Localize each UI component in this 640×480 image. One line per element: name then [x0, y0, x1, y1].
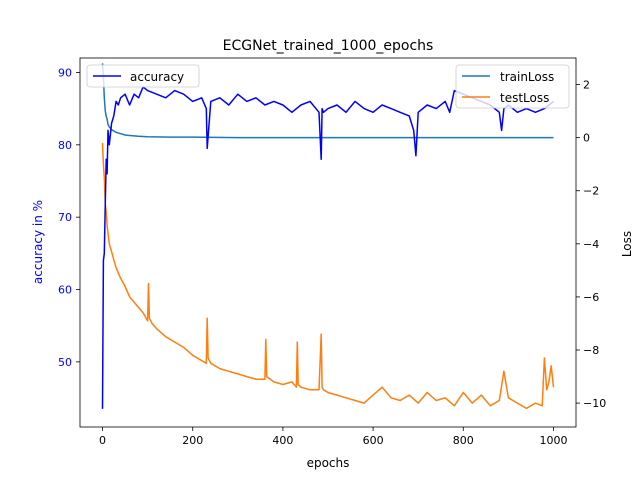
- y-left-tick-label: 80: [58, 139, 72, 152]
- x-axis: 0 200 400 600 800 1000: [99, 427, 567, 447]
- y-right-tick-label: −4: [583, 238, 599, 251]
- y-right-tick-label: −8: [583, 344, 599, 357]
- y-left-tick-label: 60: [58, 284, 72, 297]
- legend-label-testloss: testLoss: [500, 91, 549, 105]
- x-axis-label: epochs: [307, 456, 350, 470]
- legend-left: accuracy: [86, 64, 200, 88]
- chart-title: ECGNet_trained_1000_epochs: [223, 38, 434, 54]
- y-left-tick-label: 90: [58, 66, 72, 79]
- legend-label-accuracy: accuracy: [130, 70, 184, 84]
- legend-label-trainloss: trainLoss: [500, 70, 554, 84]
- y-left-tick-label: 50: [58, 356, 72, 369]
- x-tick-label: 800: [453, 434, 474, 447]
- series-line-trainloss: [101, 63, 554, 139]
- y-right-tick-label: 2: [583, 79, 590, 92]
- legend-left-box: [86, 64, 200, 88]
- y-right-tick-label: −10: [583, 397, 606, 410]
- y-axis-left-label: accuracy in %: [31, 200, 45, 284]
- y-right-tick-label: 0: [583, 132, 590, 145]
- x-tick-label: 0: [99, 434, 106, 447]
- y-right-tick-label: −6: [583, 291, 599, 304]
- plot-frame: [79, 57, 577, 428]
- x-tick-label: 1000: [539, 434, 567, 447]
- series-line-testloss: [101, 142, 555, 410]
- y-axis-right-label: Loss: [620, 231, 634, 257]
- legend-right: trainLoss testLoss: [455, 64, 570, 109]
- y-axis-left: 50 60 70 80 90: [58, 66, 80, 369]
- x-tick-label: 400: [272, 434, 293, 447]
- y-axis-right: −10 −8 −6 −4 −2 0 2: [576, 79, 606, 410]
- x-tick-label: 600: [363, 434, 384, 447]
- x-tick-label: 200: [182, 434, 203, 447]
- y-right-tick-label: −2: [583, 185, 599, 198]
- y-left-tick-label: 70: [58, 211, 72, 224]
